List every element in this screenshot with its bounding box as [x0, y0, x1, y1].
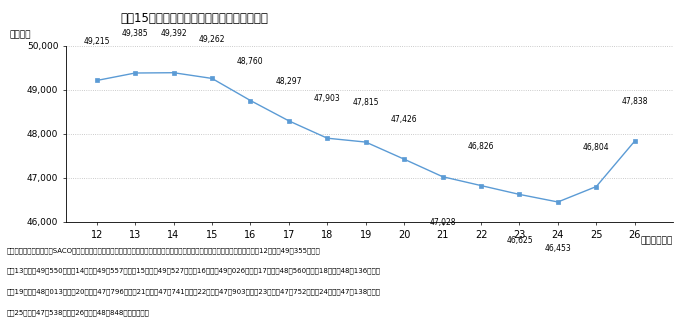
Text: 46,453: 46,453	[545, 244, 571, 253]
Text: 13年度は49，550億円、14年度は49，557億円、15年度は49，527億円、16年度は49，026億円、17年度は48，560億円、18年度は48，13: 13年度は49，550億円、14年度は49，557億円、15年度は49，527億…	[7, 268, 381, 275]
Text: 49,385: 49,385	[122, 29, 149, 38]
Text: 49,262: 49,262	[198, 35, 226, 44]
Text: （注）　上記の計数は、SACO関係経費と米軍再編経費のうち地元負担軽減分を含まない。これらを含めた防衛関係費の総額は、12年度は49，355億円、: （注） 上記の計数は、SACO関係経費と米軍再編経費のうち地元負担軽減分を含まな…	[7, 247, 321, 254]
Text: 48,297: 48,297	[276, 77, 302, 86]
Text: 47,838: 47,838	[622, 97, 648, 106]
Text: 47,815: 47,815	[353, 98, 379, 107]
Text: 過去15年間の防衛関係費（当初予算）の推移: 過去15年間の防衛関係費（当初予算）の推移	[120, 12, 268, 25]
Text: 47,903: 47,903	[314, 94, 341, 103]
Text: 図表Ⅱ-5-4-2: 図表Ⅱ-5-4-2	[31, 13, 84, 23]
Text: 47,028: 47,028	[430, 218, 456, 227]
Text: 49,392: 49,392	[160, 29, 187, 38]
Text: 25年度は47，538億円、26年度は48，848億円になる。: 25年度は47，538億円、26年度は48，848億円になる。	[7, 309, 150, 316]
Y-axis label: （億円）: （億円）	[10, 30, 31, 39]
Text: （平成年度）: （平成年度）	[641, 236, 673, 245]
Text: 19年度は48，013億円、20年度は47，796億円、21年度は47，741億円、22年度は47，903億円、23年度は47，752億円、24年度は47，13: 19年度は48，013億円、20年度は47，796億円、21年度は47，741億…	[7, 288, 381, 295]
Text: 46,826: 46,826	[468, 142, 494, 151]
Text: 48,760: 48,760	[237, 57, 264, 66]
Text: 47,426: 47,426	[391, 115, 418, 125]
Text: 46,804: 46,804	[583, 143, 609, 152]
Text: 49,215: 49,215	[83, 37, 110, 46]
Text: 46,625: 46,625	[506, 236, 533, 245]
